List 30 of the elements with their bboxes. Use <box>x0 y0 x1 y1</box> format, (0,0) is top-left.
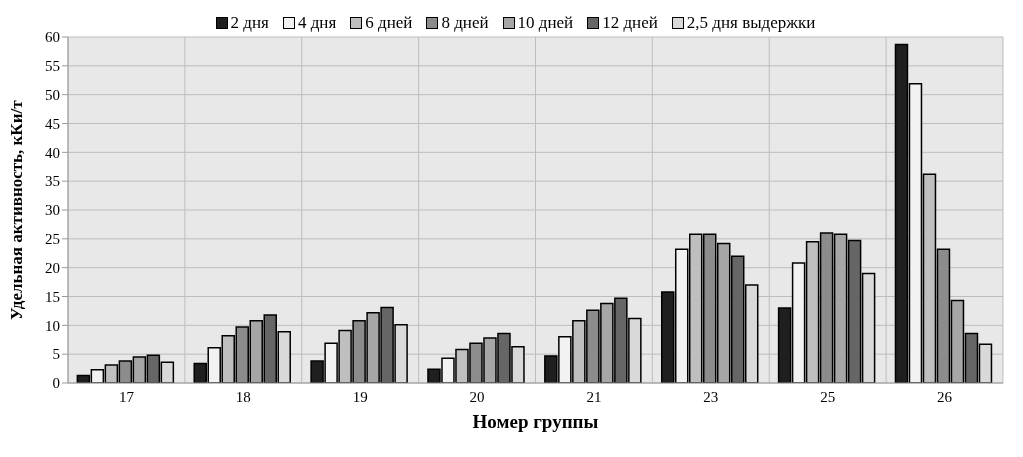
x-tick-label: 25 <box>820 388 836 405</box>
legend-label: 2 дня <box>230 13 269 33</box>
y-tick-label: 40 <box>45 144 60 161</box>
y-tick-label: 25 <box>45 231 60 248</box>
x-axis-title: Номер группы <box>472 411 599 432</box>
y-tick-label: 5 <box>52 346 60 363</box>
x-tick-label: 23 <box>703 388 719 405</box>
legend-label: 4 дня <box>297 13 337 33</box>
y-axis-title: Удельная активность, кКи/т <box>7 99 27 320</box>
y-tick-label: 55 <box>45 58 60 75</box>
legend-label: 10 дней <box>517 13 574 33</box>
x-tick-label: 20 <box>469 388 485 405</box>
x-tick-label: 18 <box>235 388 251 405</box>
y-tick-label: 45 <box>45 115 60 132</box>
y-tick-label: 20 <box>45 259 60 276</box>
legend-label: 2,5 дня выдержки <box>686 13 816 33</box>
legend-label: 12 дней <box>602 13 658 33</box>
y-tick-label: 15 <box>45 288 60 305</box>
y-tick-label: 30 <box>45 202 60 219</box>
y-tick-label: 10 <box>45 317 60 334</box>
x-tick-label: 17 <box>118 388 135 405</box>
y-tick-label: 0 <box>52 375 60 392</box>
y-tick-label: 60 <box>45 29 60 46</box>
x-tick-label: 21 <box>586 388 602 405</box>
y-tick-label: 35 <box>45 173 60 190</box>
legend-label: 6 дней <box>365 13 413 33</box>
x-tick-label: 26 <box>937 388 953 405</box>
y-tick-label: 50 <box>45 86 60 103</box>
legend-label: 8 дней <box>441 13 489 33</box>
x-tick-label: 19 <box>352 388 368 405</box>
